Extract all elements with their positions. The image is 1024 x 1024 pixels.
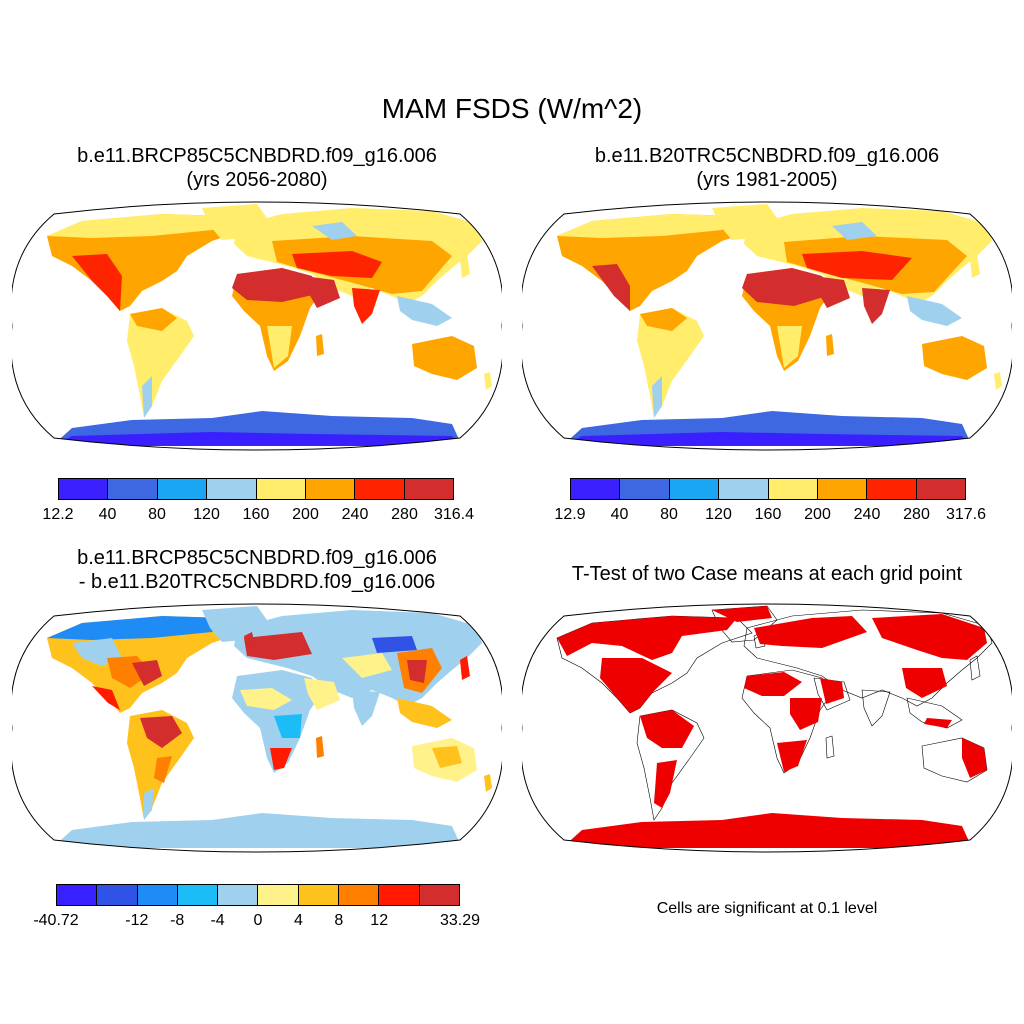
colorbar-label: 200 [804,506,831,523]
colorbar-label: 317.6 [945,506,987,523]
colorbar-swatch [916,479,965,499]
colorbar-label: -8 [170,912,185,929]
colorbar-label: 12.2 [42,506,74,523]
colorbar-label: 280 [391,506,418,523]
colorbar-swatch [218,885,259,905]
colorbar-label: 4 [293,912,303,929]
panel-tr-title-line2: (yrs 1981-2005) [696,169,838,191]
colorbar-swatch [571,479,621,499]
colorbar-label: 240 [341,506,369,523]
colorbar-swatch [419,885,459,905]
colorbar-swatch [305,479,356,499]
panel-bl-title-line2: - b.e11.B20TRC5CNBDRD.f09_g16.006 [78,571,436,593]
colorbar-label: -12 [125,912,149,929]
map-historical-fsds [522,196,1012,456]
colorbar-label: 0 [253,912,263,929]
colorbar-label: 160 [242,506,270,523]
significance-note: Cells are significant at 0.1 level [656,900,878,917]
colorbar-future-labels: 12.2 40 80 120 160 200 240 280 316.4 [42,506,474,526]
map-future-fsds [12,196,502,456]
colorbar-swatch [57,885,98,905]
colorbar-swatch [177,885,219,905]
colorbar-swatch [256,479,306,499]
colorbar-label: 80 [660,506,678,523]
map-ttest-significance [522,598,1012,858]
colorbar-label: 12.9 [554,506,586,523]
colorbar-label: 316.4 [433,506,475,523]
colorbar-label: 160 [754,506,782,523]
colorbar-label: -40.72 [33,912,79,929]
colorbar-label: 40 [98,506,117,523]
colorbar-label: 240 [853,506,881,523]
colorbar-swatch [867,479,917,499]
colorbar-swatch [207,479,257,499]
colorbar-future [58,478,454,500]
colorbar-swatch [768,479,818,499]
colorbar-swatch [817,479,868,499]
colorbar-swatch [404,479,453,499]
colorbar-swatch [108,479,158,499]
colorbar-swatch [620,479,670,499]
colorbar-label: 33.29 [439,912,481,929]
colorbar-label: 120 [705,506,732,523]
colorbar-swatch [258,885,299,905]
map-difference-fsds [12,598,502,858]
colorbar-swatch [298,885,340,905]
colorbar-swatch [355,479,405,499]
panel-tl-title-line1: b.e11.BRCP85C5CNBDRD.f09_g16.006 [77,145,437,167]
colorbar-historical-labels: 12.9 40 80 120 160 200 240 280 317.6 [554,506,986,526]
main-title: MAM FSDS (W/m^2) [381,93,643,124]
colorbar-swatch [97,885,138,905]
colorbar-difference [56,884,460,906]
colorbar-swatch [137,885,178,905]
colorbar-label: 120 [193,506,220,523]
colorbar-label: 80 [148,506,166,523]
colorbar-difference-labels: -40.72 -12 -8 -4 0 4 8 12 33.29 [33,912,480,932]
colorbar-swatch [59,479,109,499]
colorbar-swatch [379,885,420,905]
panel-bl-title-line1: b.e11.BRCP85C5CNBDRD.f09_g16.006 [77,547,437,569]
colorbar-swatch [669,479,720,499]
colorbar-swatch [719,479,769,499]
colorbar-label: 8 [334,912,344,929]
panel-br-title: T-Test of two Case means at each grid po… [571,563,963,585]
panel-tr-title-line1: b.e11.B20TRC5CNBDRD.f09_g16.006 [594,145,940,167]
colorbar-label: 280 [903,506,930,523]
colorbar-historical [570,478,966,500]
panel-tl-title-line2: (yrs 2056-2080) [186,169,328,191]
colorbar-label: 12 [370,912,389,929]
colorbar-swatch [339,885,380,905]
colorbar-label: -4 [210,912,225,929]
colorbar-swatch [157,479,208,499]
colorbar-label: 40 [610,506,629,523]
colorbar-label: 200 [292,506,319,523]
